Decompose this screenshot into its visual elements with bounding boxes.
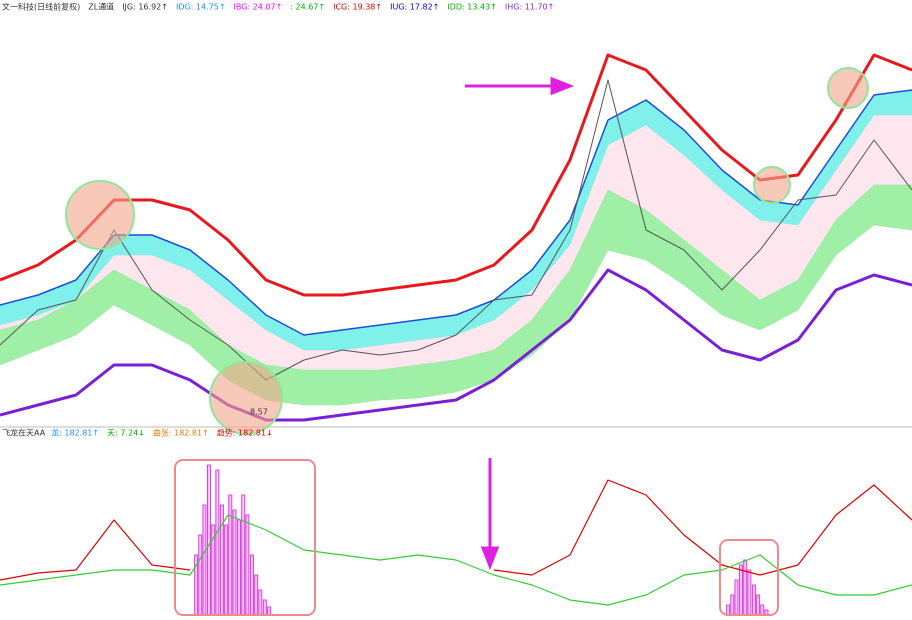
histogram-bar: [760, 604, 765, 616]
series-line: [0, 224, 912, 406]
series-line: [0, 79, 912, 381]
header-item: 曲张: 182.81↑: [153, 428, 209, 438]
header-item: 趋势: 182.81↓: [217, 428, 273, 438]
header-item: IDD: 13.43↑: [447, 3, 497, 12]
highlight-box: [174, 459, 316, 616]
header-item: ZL通道: [88, 2, 114, 12]
series-line: [0, 89, 912, 336]
histogram-bar: [751, 584, 756, 616]
histogram-bar: [756, 594, 761, 616]
highlight: [209, 361, 283, 435]
histogram-bar: [262, 599, 267, 616]
arrow-head: [480, 546, 500, 571]
indicator-title: 飞龙在天AA: [2, 428, 46, 438]
histogram-bar: [730, 594, 735, 616]
histogram-bar: [228, 494, 233, 616]
histogram-bar: [237, 519, 242, 616]
histogram-bar: [739, 564, 743, 616]
histogram-bar: [207, 464, 211, 616]
indicator-header: 飞龙在天AA 龙: 182.81↑ 天: 7.24↓ 曲张: 182.81↑ 趋势: 1…: [2, 428, 273, 438]
header-item: 龙: 182.81↑: [51, 428, 99, 438]
histogram-bar: [219, 504, 224, 616]
highlight: [827, 67, 869, 109]
series-line: [0, 479, 912, 581]
arrows: [465, 76, 575, 571]
series-line: [0, 514, 912, 606]
histogram-bar: [258, 589, 263, 616]
arrow-head: [550, 76, 575, 96]
histogram-bar: [726, 604, 731, 616]
header-item: : 24.67↑: [290, 3, 325, 12]
header-item: IBG: 24.07↑: [234, 3, 283, 12]
histogram-bar: [743, 559, 748, 616]
series-line: [0, 268, 912, 422]
histogram-bar: [202, 504, 207, 616]
histogram-bar: [232, 509, 237, 616]
low-label: 8.57: [250, 408, 268, 417]
histogram-bar: [734, 579, 739, 616]
highlight-box: [719, 539, 779, 616]
highlight: [65, 180, 135, 250]
header-item: 天: 7.24↓: [107, 429, 145, 438]
histogram-bar: [254, 574, 259, 616]
histogram-bar: [747, 569, 752, 616]
header-item: IUG: 17.82↑: [390, 3, 439, 12]
header-item: 文一科技(日线前复权): [2, 2, 80, 12]
header: 文一科技(日线前复权) ZL通道 IJG: 16.92↑ IDG: 14.75↑ IBG…: [2, 2, 554, 12]
band-fill: [0, 115, 912, 370]
header-item: IDG: 14.75↑: [176, 3, 226, 12]
header-item: IHG: 11.70↑: [505, 3, 554, 12]
histogram-bar: [198, 534, 203, 616]
histogram-bar: [267, 606, 272, 616]
histogram-bar: [249, 554, 254, 616]
histogram-bar: [215, 469, 220, 616]
header-item: ICG: 19.38↑: [333, 3, 382, 12]
header-item: IJG: 16.92↑: [122, 3, 168, 12]
histogram-bar: [241, 494, 246, 616]
histogram-bar: [224, 524, 229, 616]
histogram-bar: [245, 514, 250, 616]
highlight: [753, 166, 791, 204]
